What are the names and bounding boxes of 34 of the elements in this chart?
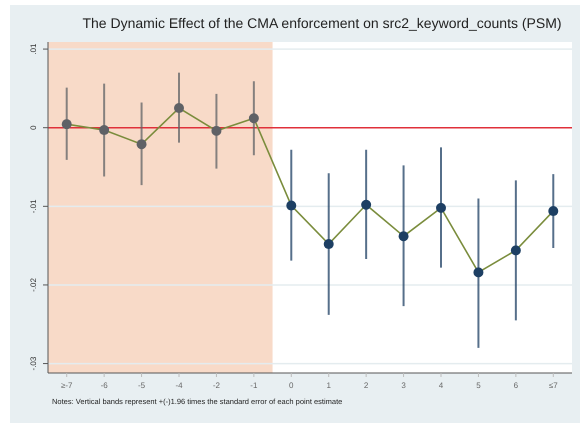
- x-tick-label: 1: [326, 381, 332, 390]
- y-tick-label: .01: [29, 42, 38, 55]
- point: [510, 245, 521, 256]
- x-tick-label: -6: [100, 381, 108, 390]
- point: [62, 119, 72, 130]
- point: [99, 125, 110, 136]
- x-tick-label: 4: [438, 381, 444, 390]
- point: [398, 231, 409, 242]
- y-tick-label: -.01: [29, 198, 38, 214]
- x-tick-label: -4: [175, 381, 184, 390]
- chart-title: The Dynamic Effect of the CMA enforcement on src2_keyword_counts (PSM): [82, 15, 562, 31]
- point: [211, 126, 222, 136]
- point: [324, 239, 334, 250]
- x-tick-label: 6: [514, 381, 519, 390]
- x-tick-label: -5: [138, 381, 146, 390]
- x-tick-label: ≥-7: [60, 381, 74, 390]
- point: [248, 113, 259, 124]
- x-tick-label: ≤7: [548, 381, 558, 390]
- point: [436, 202, 446, 213]
- point: [286, 200, 296, 211]
- x-tick-label: 0: [289, 381, 294, 390]
- point: [361, 200, 372, 210]
- point: [548, 206, 558, 216]
- x-tick-label: 3: [401, 381, 406, 390]
- y-tick-label: -.02: [29, 278, 38, 292]
- x-tick-label: -1: [250, 381, 258, 390]
- x-tick-label: 2: [364, 381, 369, 390]
- y-tick-label: -.03: [29, 356, 38, 370]
- x-tick-label: -2: [212, 381, 221, 390]
- point: [473, 267, 484, 278]
- point: [136, 139, 147, 150]
- y-tick-label: 0: [29, 124, 38, 130]
- x-tick-label: 5: [476, 381, 482, 390]
- point: [174, 103, 184, 114]
